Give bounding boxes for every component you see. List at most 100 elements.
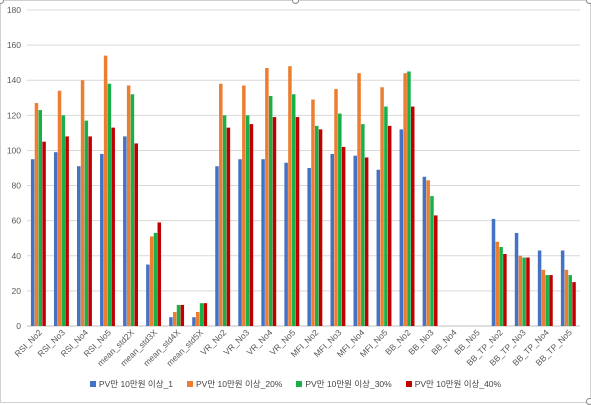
bar-VR_No3-series-3 [245,115,250,326]
resize-handle-top-center[interactable] [292,0,299,4]
bar-VR_No2-series-4 [226,127,231,326]
y-tick-label: 140 [7,75,21,85]
bar-BB_TP_No5-series-4 [572,282,576,326]
bar-mean_std4X-series-3 [176,304,181,326]
bar-VR_No3-series-2 [242,85,246,326]
bar-VR_No3-series-1 [238,159,242,326]
bar-MFI_No5-series-3 [384,106,388,326]
bar-BB_No2-series-2 [403,73,407,326]
gridlines [27,9,580,327]
bar-RSI_No2-series-3 [38,110,43,326]
bar-MFI_No3-series-4 [341,146,346,326]
bar-mean_std2X-series-4 [134,143,138,326]
bar-VR_No5-series-2 [288,66,292,326]
bar-VR_No4-series-4 [272,117,277,326]
resize-handle-top-left[interactable] [0,0,4,4]
bar-MFI_No5-series-2 [380,87,384,326]
bar-BB_No2-series-1 [399,129,404,326]
bar-RSI_No2-series-4 [42,141,46,326]
bar-VR_No5-series-4 [295,117,300,326]
bar-mean_std2X-series-1 [123,136,127,326]
bar-BB_TP_No5-series-2 [564,269,569,326]
bar-BB_TP_No3-series-4 [526,257,530,326]
bar-BB_TP_No3-series-3 [522,257,526,326]
bar-RSI_No3-series-4 [65,136,69,326]
bar-BB_TP_No2-series-3 [499,247,503,326]
bar-BB_TP_No5-series-3 [568,275,572,326]
bar-VR_No5-series-3 [291,94,296,327]
legend-swatch [89,381,96,387]
legend-swatch [296,381,303,387]
y-tick-label: 0 [16,321,21,331]
bar-mean_std5X-series-4 [203,303,208,326]
bar-BB_TP_No2-series-1 [491,218,496,326]
bar-MFI_No4-series-4 [364,157,369,326]
bar-mean_std4X-series-1 [169,317,173,326]
bar-mean_std3X-series-3 [153,232,158,326]
y-tick-label: 100 [7,145,21,155]
bars [30,55,576,327]
legend-label: PV만 10만원 이상_1 [98,379,173,389]
bar-VR_No4-series-1 [261,159,265,326]
bar-VR_No4-series-2 [265,67,269,326]
bar-MFI_No2-series-4 [318,129,323,326]
bar-BB_No3-series-2 [426,180,430,326]
bar-RSI_No2-series-1 [30,159,35,326]
bar-MFI_No2-series-1 [307,168,311,326]
resize-handle-top-right[interactable] [586,0,591,4]
bar-mean_std3X-series-1 [146,264,150,326]
bar-RSI_No4-series-4 [88,136,92,326]
bar-mean_std2X-series-3 [130,94,135,327]
y-tick-label: 160 [7,40,21,50]
y-tick-label: 120 [7,110,21,120]
legend-label: PV만 10만원 이상_40% [414,379,502,389]
bar-MFI_No3-series-1 [330,153,334,326]
bar-BB_TP_No3-series-1 [514,232,519,326]
bar-MFI_No4-series-3 [361,124,365,326]
bar-BB_TP_No4-series-3 [545,275,549,326]
bar-MFI_No4-series-2 [357,73,361,326]
x-axis-ticks: RSI_No2RSI_No3RSI_No4RSI_No5mean_std2Xme… [12,327,574,368]
bar-RSI_No2-series-2 [34,103,39,327]
y-axis-ticks: 0 20 40 60 80 100 120 140 160 180 [7,5,21,331]
bar-mean_std5X-series-3 [199,303,204,326]
bar-mean_std3X-series-2 [149,236,154,326]
bar-BB_TP_No4-series-4 [549,275,553,326]
bar-BB_TP_No5-series-1 [560,250,565,326]
bar-RSI_No4-series-3 [84,120,89,326]
bar-RSI_No3-series-3 [61,115,66,326]
y-tick-label: 20 [12,286,22,296]
bar-BB_TP_No3-series-2 [518,255,523,326]
bar-MFI_No2-series-2 [311,99,315,327]
bar-MFI_No3-series-3 [338,113,342,326]
bar-mean_std4X-series-2 [172,311,177,326]
bar-mean_std2X-series-2 [126,85,131,326]
legend-swatch [187,381,193,387]
bar-RSI_No5-series-2 [103,55,108,327]
bar-RSI_No3-series-1 [53,152,58,326]
bar-VR_No4-series-3 [268,96,273,327]
bar-VR_No2-series-2 [219,83,223,326]
bar-BB_No3-series-3 [430,196,434,326]
bar-BB_No3-series-1 [422,176,427,326]
legend-item: PV만 10만원 이상_40% [405,376,502,392]
legend-item: PV만 10만원 이상_30% [296,376,392,392]
y-tick-label: 180 [7,5,21,15]
legend-item: PV만 10만원 이상_20% [187,376,282,392]
legend-label: PV만 10만원 이상_30% [305,379,392,389]
legend-swatch [405,381,412,387]
bar-VR_No5-series-1 [284,162,288,326]
bar-BB_No2-series-4 [410,106,415,326]
bar-mean_std5X-series-2 [196,311,200,326]
bar-RSI_No5-series-3 [107,83,112,326]
y-tick-label: 60 [12,216,22,226]
bar-mean_std5X-series-1 [192,317,196,326]
bar-BB_TP_No4-series-1 [537,250,542,326]
bar-RSI_No3-series-2 [57,90,62,326]
bar-MFI_No4-series-1 [353,155,358,326]
bar-RSI_No4-series-1 [77,166,81,326]
bar-RSI_No5-series-4 [111,127,115,326]
bar-MFI_No3-series-2 [334,89,338,326]
